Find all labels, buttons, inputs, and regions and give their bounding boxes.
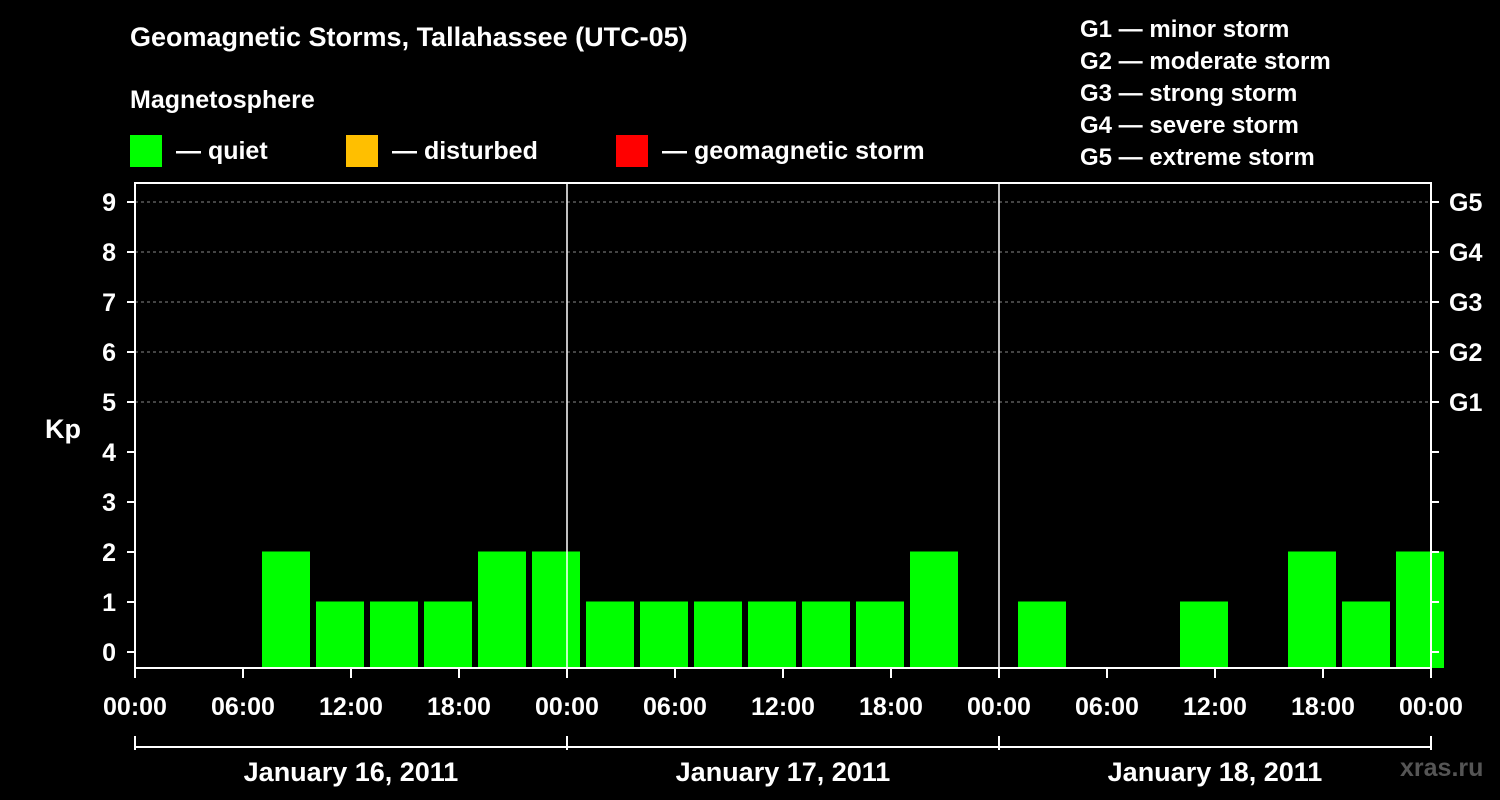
x-tick-label-10: 12:00	[1183, 693, 1247, 721]
y-tick-label-1: 1	[102, 589, 116, 617]
legend-item-quiet: — quiet	[130, 134, 268, 168]
x-tick-label-12: 00:00	[1399, 693, 1463, 721]
legend-swatch-storm	[616, 135, 648, 167]
y-tick-label-8: 8	[102, 239, 116, 267]
kp-bar-h16	[424, 601, 472, 668]
legend-item-disturbed: — disturbed	[346, 134, 538, 168]
g-scale-g1: G1 — minor storm	[1080, 16, 1290, 43]
x-tick-label-2: 12:00	[319, 693, 383, 721]
kp-bar-h19	[478, 551, 526, 668]
kp-bar-h70	[1396, 551, 1444, 668]
kp-bar-h10	[316, 601, 364, 668]
right-tick-label-g2: G2	[1449, 339, 1482, 367]
kp-bar-h67	[1342, 601, 1390, 668]
kp-bar-h40	[856, 601, 904, 668]
x-tick-label-4: 00:00	[535, 693, 599, 721]
right-tick-label-g4: G4	[1449, 239, 1482, 267]
plot-frame	[134, 182, 1432, 669]
right-tick-label-g3: G3	[1449, 289, 1482, 317]
g-scale-g2: G2 — moderate storm	[1080, 48, 1331, 75]
g-scale-legend: G1 — minor storm G2 — moderate storm G3 …	[1080, 14, 1331, 174]
x-tick-label-5: 06:00	[643, 693, 707, 721]
day-label-2: January 18, 2011	[1108, 757, 1323, 787]
kp-bar-h43	[910, 551, 958, 668]
y-tick-label-9: 9	[102, 189, 116, 217]
kp-bar-h64	[1288, 551, 1336, 668]
y-tick-label-7: 7	[102, 289, 116, 317]
chart-subtitle: Magnetosphere	[130, 86, 315, 114]
y-tick-label-0: 0	[102, 639, 116, 667]
kp-bar-h37	[802, 601, 850, 668]
g-scale-g4: G4 — severe storm	[1080, 112, 1299, 139]
right-tick-label-g1: G1	[1449, 389, 1482, 417]
kp-bar-h22	[532, 551, 580, 668]
x-tick-label-7: 18:00	[859, 693, 923, 721]
y-tick-label-2: 2	[102, 539, 116, 567]
y-tick-label-4: 4	[102, 439, 116, 467]
kp-bar-h58	[1180, 601, 1228, 668]
kp-bar-h31	[694, 601, 742, 668]
legend-label-disturbed: — disturbed	[392, 136, 538, 165]
legend-swatch-quiet	[130, 135, 162, 167]
x-tick-label-6: 12:00	[751, 693, 815, 721]
x-tick-label-1: 06:00	[211, 693, 275, 721]
y-tick-label-5: 5	[102, 389, 116, 417]
x-tick-label-0: 00:00	[103, 693, 167, 721]
kp-bar-h13	[370, 601, 418, 668]
legend-item-storm: — geomagnetic storm	[616, 134, 925, 168]
y-axis-label: Kp	[45, 414, 81, 444]
legend-label-storm: — geomagnetic storm	[662, 136, 925, 165]
day-label-1: January 17, 2011	[676, 757, 891, 787]
x-tick-label-11: 18:00	[1291, 693, 1355, 721]
watermark: xras.ru	[1400, 754, 1484, 782]
x-tick-label-3: 18:00	[427, 693, 491, 721]
legend-swatch-disturbed	[346, 135, 378, 167]
y-tick-label-6: 6	[102, 339, 116, 367]
chart-title: Geomagnetic Storms, Tallahassee (UTC-05)	[130, 22, 688, 52]
x-tick-label-8: 00:00	[967, 693, 1031, 721]
kp-bar-h28	[640, 601, 688, 668]
legend-label-quiet: — quiet	[176, 136, 268, 165]
kp-bar-h49	[1018, 601, 1066, 668]
kp-bar-h34	[748, 601, 796, 668]
g-scale-g3: G3 — strong storm	[1080, 80, 1298, 107]
x-tick-label-9: 06:00	[1075, 693, 1139, 721]
kp-bar-h7	[262, 551, 310, 668]
y-tick-label-3: 3	[102, 489, 116, 517]
right-tick-label-g5: G5	[1449, 189, 1482, 217]
kp-bar-h25	[586, 601, 634, 668]
day-label-0: January 16, 2011	[244, 757, 459, 787]
g-scale-g5: G5 — extreme storm	[1080, 144, 1315, 171]
